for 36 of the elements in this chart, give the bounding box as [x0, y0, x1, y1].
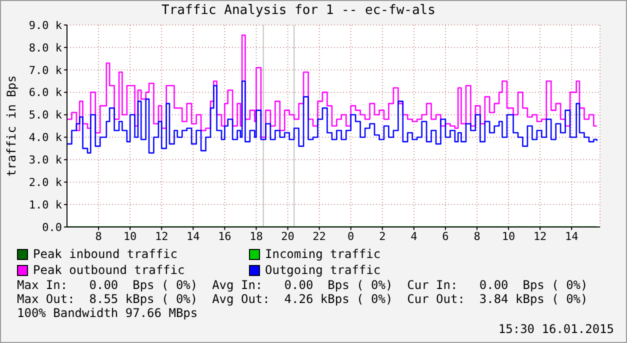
x-tick-label: 20: [281, 230, 294, 243]
text: Max In: 0.00 Bps ( 0%) Avg In: 0.00 Bps ( 0%) Cur In: 0.00 Bps ( 0%): [17, 278, 589, 292]
legend-label: Outgoing traffic: [265, 263, 381, 277]
x-tick-label: 12: [533, 230, 547, 243]
x-tick-label: 14: [564, 230, 579, 243]
y-tick-label: 2.0 k: [28, 176, 62, 190]
x-tick-label: 22: [312, 230, 326, 243]
text: 15:30 16.01.2015: [498, 322, 614, 336]
legend-label: Incoming traffic: [265, 247, 381, 261]
x-tick-label: 10: [123, 230, 137, 243]
y-tick-label: 9.0 k: [28, 18, 62, 32]
y-tick-label: 3.0 k: [28, 154, 62, 167]
x-tick-label: 2: [379, 230, 386, 243]
text: 100% Bandwidth 97.66 MBps: [17, 306, 199, 320]
y-tick-label: 0.0: [42, 220, 62, 234]
x-tick-label: 12: [154, 230, 168, 243]
x-tick-label: 4: [410, 230, 418, 243]
x-tick-label: 6: [442, 230, 449, 243]
y-tick-label: 6.0 k: [28, 86, 62, 100]
y-tick-label: 5.0 k: [28, 108, 62, 122]
x-tick-label: 8: [95, 230, 102, 243]
y-axis-title: traffic in Bps: [4, 75, 18, 177]
y-tick-label: 8.0 k: [28, 41, 62, 54]
x-tick-label: 14: [186, 230, 200, 243]
y-tick-label: 7.0 k: [28, 64, 62, 77]
chart-title: Traffic Analysis for 1 -- ec-fw-als: [162, 3, 436, 18]
x-tick-label: 18: [250, 230, 263, 243]
x-tick-label: 0: [348, 230, 354, 243]
text: Max Out: 8.55 kBps ( 0%) Avg Out: 4.26 kBps ( 0%) Cur Out: 3.84 kBps ( 0%): [17, 292, 589, 306]
y-tick-label: 4.0 k: [28, 131, 62, 144]
x-tick-label: 16: [218, 230, 232, 243]
y-tick-label: 1.0 k: [28, 198, 62, 212]
legend-label: Peak inbound traffic: [33, 247, 178, 261]
legend-label: Peak outbound traffic: [33, 263, 185, 277]
x-tick-label: 10: [502, 230, 516, 243]
x-tick-label: 8: [474, 230, 480, 243]
